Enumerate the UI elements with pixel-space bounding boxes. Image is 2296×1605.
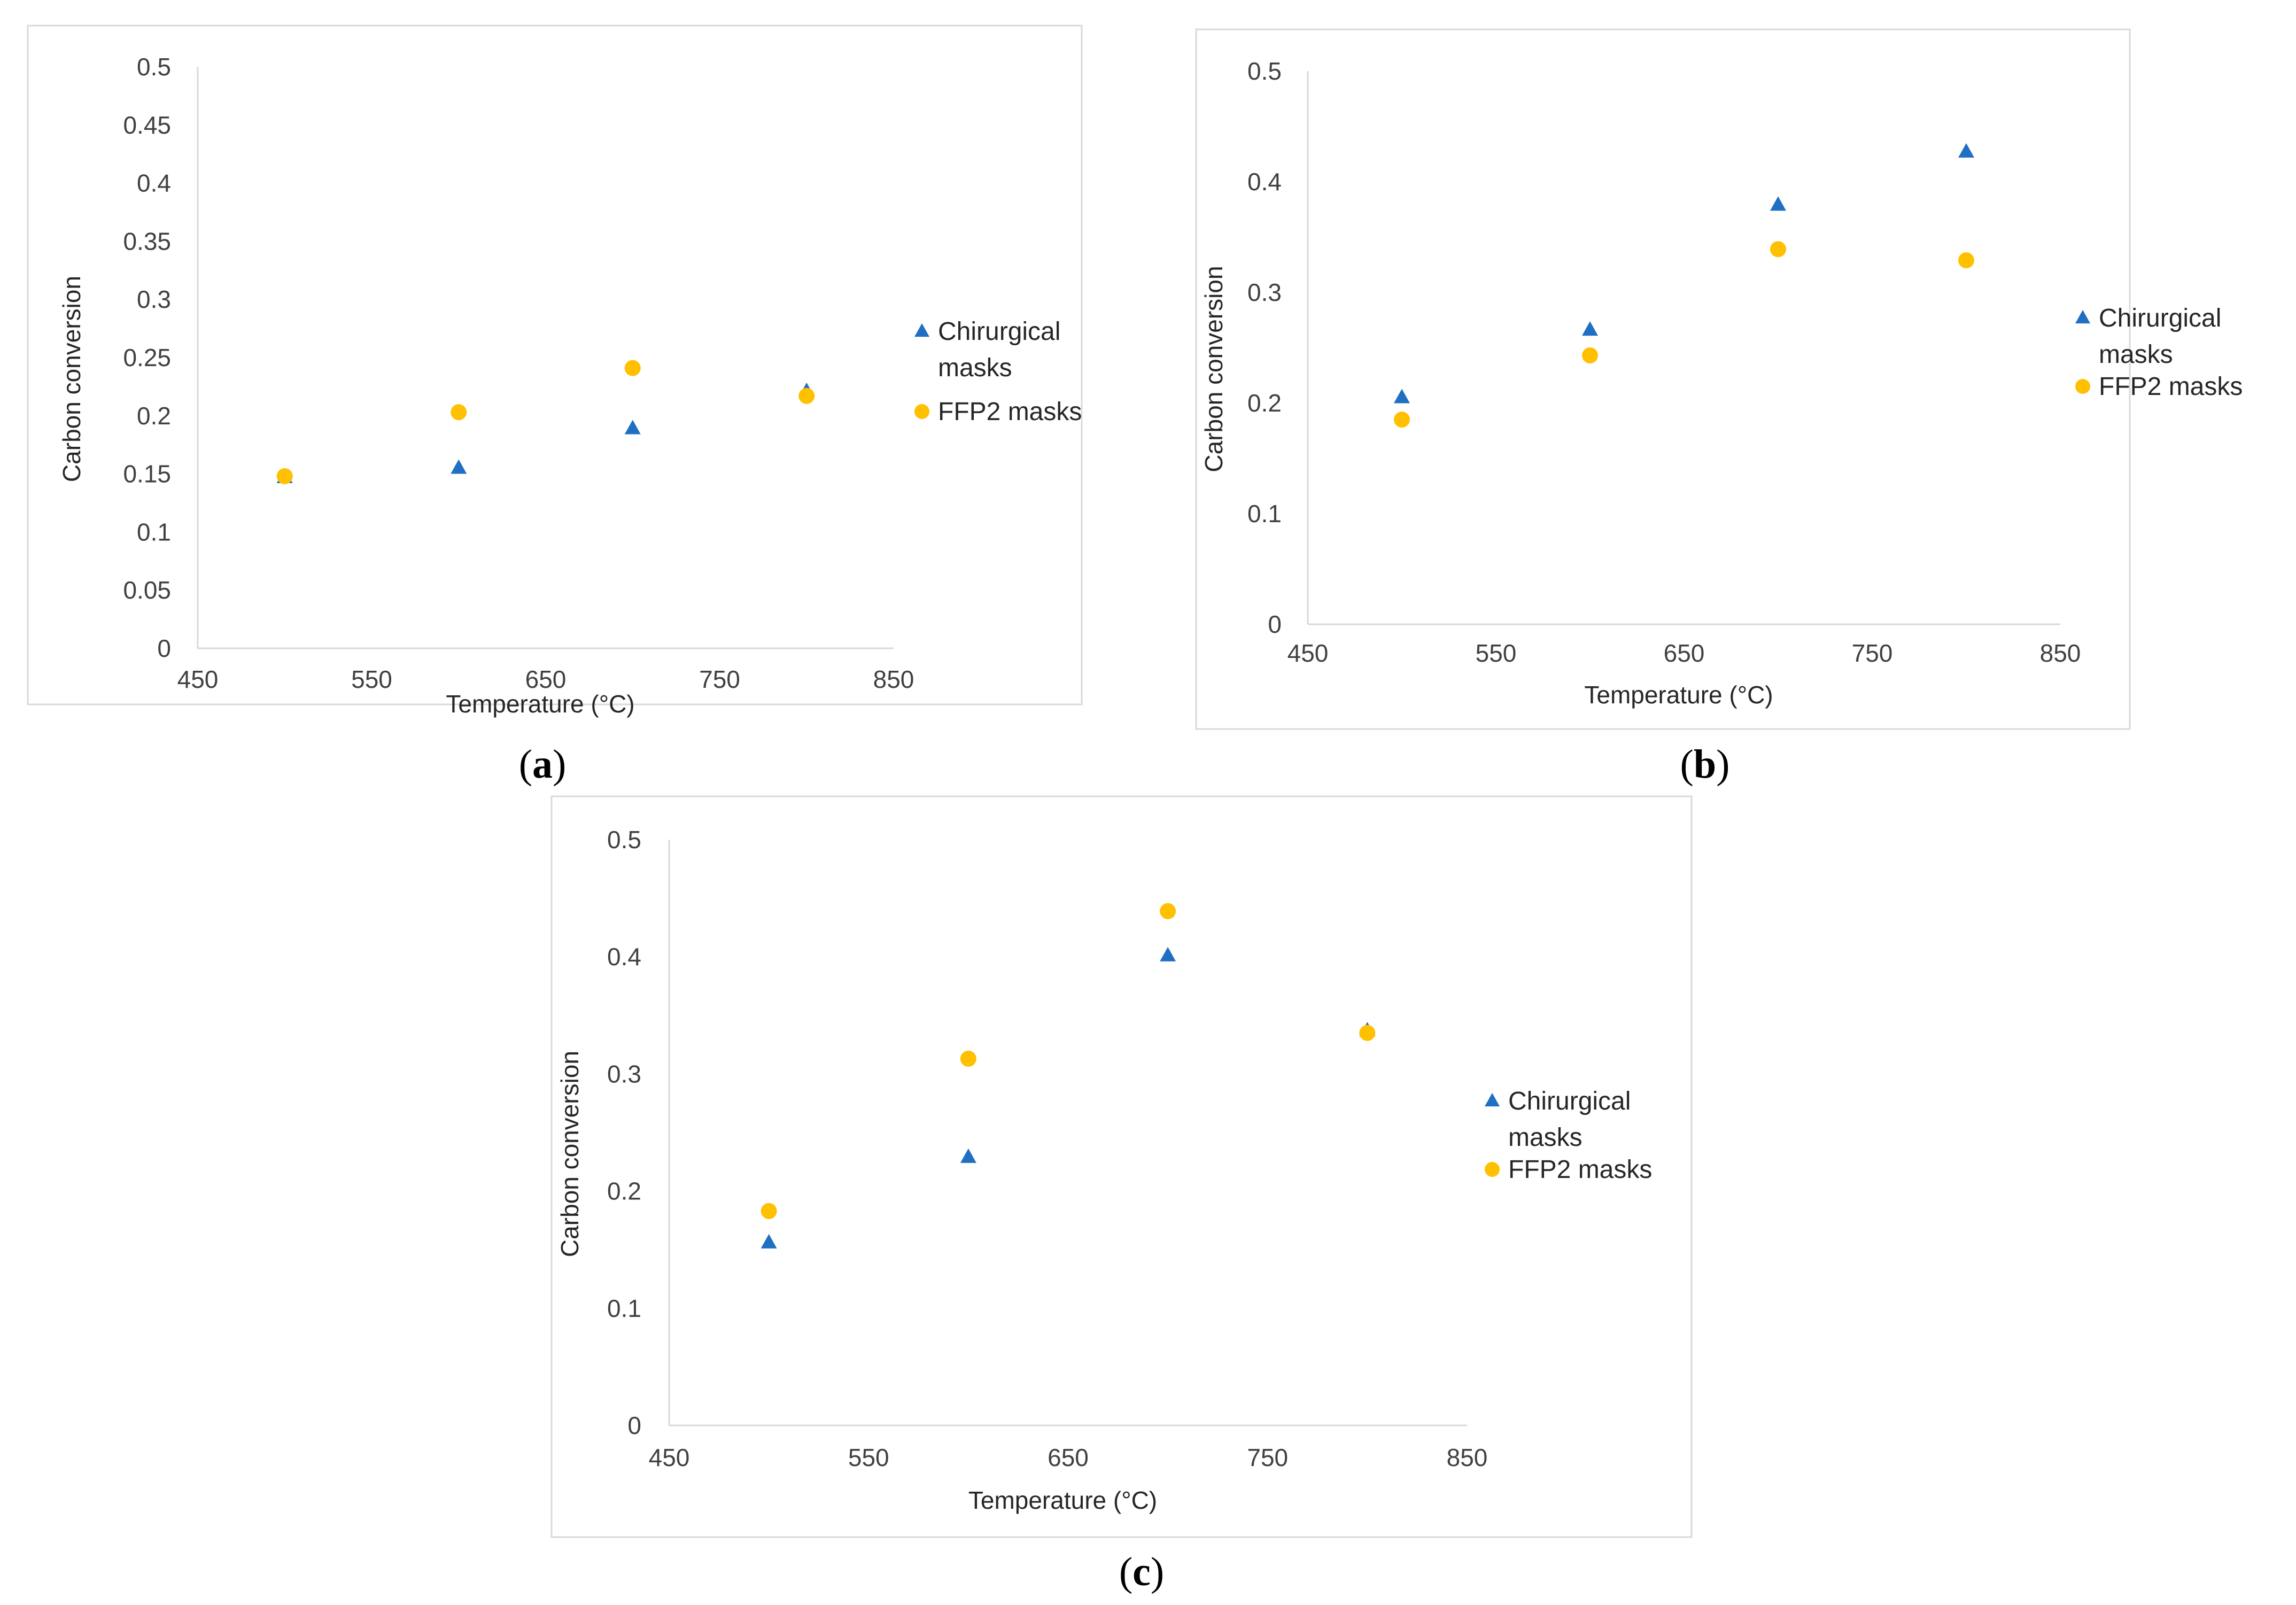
ffp2-point <box>761 1203 777 1219</box>
x-tick-label: 850 <box>873 665 914 693</box>
x-tick-label: 550 <box>848 1444 889 1471</box>
panel-label-b: (b) <box>1680 742 1730 787</box>
legend-ffp2-marker <box>1485 1162 1500 1177</box>
x-tick-label: 550 <box>1476 639 1517 667</box>
y-axis-title: Carbon conversion <box>556 1051 584 1257</box>
panel-label-a: (a) <box>519 742 567 787</box>
y-tick-label: 0.1 <box>607 1294 641 1322</box>
legend-chirurgical-marker <box>1485 1092 1500 1107</box>
panel-c: 0 0.1 0.2 0.3 0.4 0.5 450 550 650 750 850 Temperatu… <box>550 795 1693 1538</box>
panel-label-b-letter: b <box>1694 742 1716 787</box>
y-tick-label: 0.3 <box>607 1060 641 1088</box>
y-tick-label: 0.1 <box>1247 500 1282 528</box>
y-axis-title: Carbon conversion <box>58 276 86 482</box>
legend-ffp2-marker <box>914 404 929 419</box>
y-tick-label: 0.45 <box>123 111 171 139</box>
ffp2-point <box>1359 1025 1376 1041</box>
legend-chirurgical-label: Chirurgical <box>938 317 1060 346</box>
chirurgical-point <box>1582 321 1598 336</box>
ffp2-point <box>1160 903 1176 919</box>
chirurgical-point <box>1394 389 1410 404</box>
y-tick-label: 0.2 <box>137 402 171 430</box>
y-tick-label: 0.4 <box>137 169 171 197</box>
y-tick-label: 0.15 <box>123 460 171 488</box>
panel-label-c: (c) <box>1119 1549 1164 1594</box>
panel-a: 0 0.05 0.1 0.15 0.2 0.25 0.3 0.35 0.4 0.45 0.5 450 5… <box>27 25 1083 718</box>
legend-ffp2-marker <box>2075 379 2090 394</box>
chart-frame <box>550 795 1693 1538</box>
legend-ffp2-label: FFP2 masks <box>2099 373 2243 401</box>
x-tick-label: 450 <box>1287 639 1329 667</box>
legend-ffp2-label: FFP2 masks <box>938 398 1082 426</box>
legend-chirurgical-label: masks <box>938 354 1012 382</box>
x-tick-label: 650 <box>1664 639 1705 667</box>
x-axis-title: Temperature (°C) <box>1584 681 1773 709</box>
panel-label-c-open: ( <box>1119 1549 1133 1594</box>
panel-label-b-open: ( <box>1680 742 1694 787</box>
panel-label-a-close: ) <box>553 742 566 787</box>
x-tick-label: 850 <box>1447 1444 1488 1471</box>
ffp2-point <box>960 1050 976 1067</box>
x-axis-title: Temperature (°C) <box>968 1486 1157 1514</box>
ffp2-point <box>1770 241 1786 258</box>
y-tick-label: 0.4 <box>607 943 641 971</box>
panel-label-c-letter: c <box>1133 1549 1151 1594</box>
panel-b: 0 0.1 0.2 0.3 0.4 0.5 450 550 650 750 850 Temperatu… <box>1195 28 2243 730</box>
panel-label-a-letter: a <box>532 742 553 787</box>
x-axis-title: Temperature (°C) <box>446 690 634 718</box>
chirurgical-point <box>1770 196 1786 211</box>
panel-label-a-open: ( <box>519 742 532 787</box>
y-tick-label: 0.5 <box>607 826 641 854</box>
x-tick-label: 750 <box>1247 1444 1288 1471</box>
ffp2-point <box>276 468 293 484</box>
y-tick-label: 0.3 <box>1247 278 1282 306</box>
chart-frame <box>27 25 1083 705</box>
x-tick-label: 550 <box>351 665 392 693</box>
y-tick-label: 0.25 <box>123 344 171 371</box>
y-tick-label: 0 <box>1268 610 1282 638</box>
y-axis-title: Carbon conversion <box>1200 266 1228 472</box>
y-tick-label: 0.2 <box>1247 389 1282 417</box>
y-tick-label: 0.3 <box>137 285 171 313</box>
chirurgical-point <box>1160 947 1176 962</box>
x-tick-label: 450 <box>649 1444 690 1471</box>
ffp2-point <box>1582 347 1598 363</box>
chirurgical-point <box>761 1234 777 1249</box>
y-tick-label: 0.5 <box>1247 57 1282 85</box>
y-tick-label: 0 <box>157 634 171 662</box>
x-tick-label: 750 <box>699 665 740 693</box>
y-tick-label: 0.35 <box>123 227 171 255</box>
y-tick-label: 0.5 <box>137 53 171 81</box>
x-tick-label: 650 <box>1048 1444 1089 1471</box>
ffp2-point <box>798 387 815 404</box>
legend-chirurgical-marker <box>914 323 929 337</box>
panel-label-c-close: ) <box>1151 1549 1164 1594</box>
chirurgical-point <box>624 420 641 435</box>
y-tick-label: 0 <box>627 1412 641 1439</box>
legend-chirurgical-label: Chirurgical <box>1508 1087 1631 1115</box>
x-tick-label: 450 <box>177 665 219 693</box>
x-tick-label: 850 <box>2040 639 2081 667</box>
ffp2-point <box>1958 252 1974 268</box>
legend-ffp2-label: FFP2 masks <box>1508 1156 1652 1184</box>
x-tick-label: 650 <box>525 665 567 693</box>
y-tick-label: 0.1 <box>137 518 171 546</box>
legend-chirurgical-label: masks <box>2099 340 2173 369</box>
panel-label-b-close: ) <box>1716 742 1729 787</box>
ffp2-point <box>624 360 641 376</box>
chirurgical-point <box>960 1148 976 1163</box>
ffp2-point <box>1394 412 1410 428</box>
y-tick-label: 0.4 <box>1247 168 1282 196</box>
y-tick-label: 0.05 <box>123 576 171 604</box>
legend-chirurgical-label: masks <box>1508 1123 1583 1152</box>
x-tick-label: 750 <box>1852 639 1893 667</box>
ffp2-point <box>451 404 467 421</box>
legend-chirurgical-label: Chirurgical <box>2099 304 2221 332</box>
y-tick-label: 0.2 <box>607 1177 641 1205</box>
chirurgical-point <box>1958 143 1974 158</box>
chirurgical-point <box>451 459 467 474</box>
chart-frame <box>1195 28 2131 730</box>
legend-chirurgical-marker <box>2075 309 2090 324</box>
